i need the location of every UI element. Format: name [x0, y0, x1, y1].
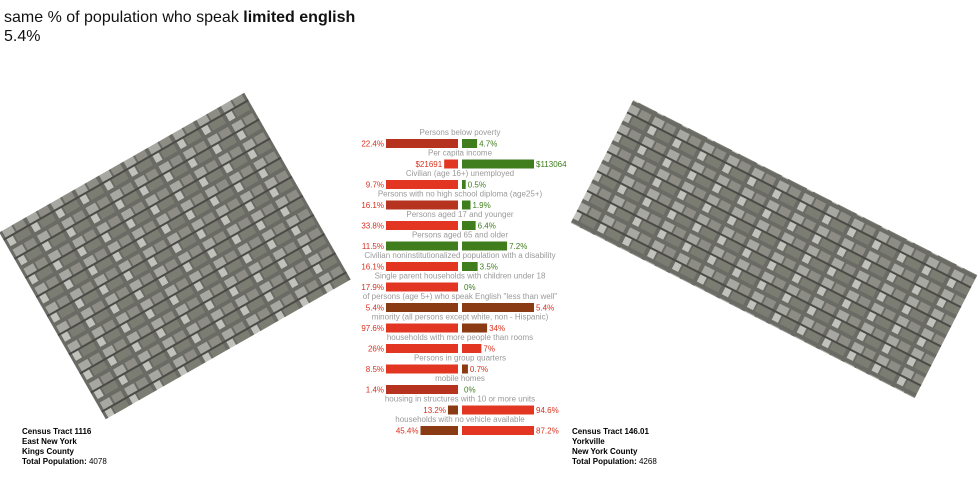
- bar-right: [462, 241, 508, 251]
- population: 4078: [88, 457, 107, 466]
- bar-right: [462, 344, 482, 353]
- bar-left: [447, 405, 458, 415]
- value-right: 4.7%: [479, 140, 497, 149]
- aerial-image-left: [0, 92, 351, 420]
- tract-name: Census Tract 1116: [22, 427, 92, 436]
- value-right: 0.7%: [470, 365, 488, 374]
- value-left: 9.7%: [366, 181, 384, 190]
- header: same % of population who speak limited e…: [4, 8, 355, 46]
- bar-right: [462, 200, 471, 210]
- bar-right: [462, 139, 478, 148]
- value-left: 45.4%: [396, 427, 419, 436]
- value-right: 0%: [464, 386, 476, 395]
- metric-label: Persons below poverty: [420, 128, 501, 137]
- value-right: 7%: [483, 345, 495, 354]
- tract-place: Yorkville: [572, 437, 605, 446]
- population-label: Total Population:: [22, 457, 87, 466]
- value-right: 7.2%: [509, 242, 527, 251]
- header-line: same % of population who speak limited e…: [4, 8, 355, 27]
- bar-right: [462, 303, 534, 312]
- value-left: 13.2%: [423, 406, 446, 415]
- bar-right: [462, 159, 534, 169]
- value-right: 6.4%: [478, 222, 496, 231]
- bar-left: [444, 159, 458, 169]
- bar-left: [386, 364, 458, 374]
- value-left: 11.5%: [362, 242, 384, 251]
- bar-right: [462, 364, 468, 374]
- value-right: 5.4%: [536, 304, 554, 313]
- value-right: 0%: [464, 283, 476, 292]
- metric-label: Civilian (age 16+) unemployed: [406, 169, 514, 178]
- bar-right: [462, 221, 476, 230]
- bar-right: [462, 405, 534, 415]
- metric-label: of persons (age 5+) who speak English "l…: [363, 292, 558, 301]
- value-left: 5.4%: [366, 304, 384, 313]
- value-left: $21691: [415, 160, 442, 169]
- tract-county: Kings County: [22, 447, 74, 456]
- value-right: 0.5%: [468, 181, 486, 190]
- population: 4268: [638, 457, 657, 466]
- bar-left: [386, 282, 458, 292]
- bar-left: [420, 426, 458, 435]
- bar-left: [386, 323, 458, 333]
- tract-place: East New York: [22, 437, 77, 446]
- metric-label: housing in structures with 10 or more un…: [385, 395, 535, 404]
- bar-left: [386, 139, 458, 148]
- metric-label: Persons with no high school diploma (age…: [378, 190, 543, 199]
- value-left: 26%: [368, 345, 384, 354]
- metric-label: minority (all persons except white, non …: [372, 313, 549, 322]
- metric-label: mobile homes: [435, 374, 485, 383]
- bar-right: [462, 323, 488, 333]
- bar-left: [386, 303, 458, 312]
- bar-right: [462, 262, 478, 271]
- value-left: 16.1%: [361, 201, 384, 210]
- metric-label: Persons in group quarters: [414, 354, 506, 363]
- bar-left: [386, 385, 458, 394]
- value-right: 1.9%: [472, 201, 490, 210]
- bar-right: [462, 426, 534, 435]
- aerial-image-right: [570, 99, 978, 399]
- header-prefix: same % of population who speak: [4, 9, 239, 26]
- bar-left: [386, 221, 458, 230]
- bar-right: [462, 180, 466, 189]
- metric-label: Civilian noninstitutionalized population…: [364, 251, 555, 260]
- value-right: 34%: [489, 324, 505, 333]
- bar-left: [386, 262, 458, 271]
- value-right: $113064: [536, 160, 567, 169]
- value-left: 97.6%: [361, 324, 384, 333]
- value-left: 1.4%: [366, 386, 384, 395]
- metric-label: Per capita income: [428, 149, 493, 158]
- value-right: 94.6%: [536, 406, 559, 415]
- value-right: 3.5%: [480, 263, 498, 272]
- value-right: 87.2%: [536, 427, 559, 436]
- metric-label: households with no vehicle available: [395, 415, 525, 424]
- left-caption: Census Tract 1116 East New York Kings Co…: [22, 427, 107, 467]
- header-emphasis: limited english: [243, 9, 356, 26]
- bar-left: [386, 241, 458, 251]
- population-label: Total Population:: [572, 457, 637, 466]
- value-left: 17.9%: [361, 283, 384, 292]
- value-left: 22.4%: [361, 140, 384, 149]
- metric-label: Single parent households with children u…: [375, 272, 546, 281]
- metric-label: Persons aged 17 and younger: [406, 210, 514, 219]
- comparison-chart: Persons below poverty 22.4% 4.7%Per capita…: [361, 128, 567, 436]
- value-left: 8.5%: [366, 365, 384, 374]
- header-value: 5.4%: [4, 28, 41, 45]
- tract-county: New York County: [572, 447, 638, 456]
- value-left: 33.8%: [361, 222, 384, 231]
- bar-left: [386, 200, 458, 210]
- bar-left: [386, 344, 458, 353]
- bar-left: [386, 180, 458, 189]
- tract-name: Census Tract 146.01: [572, 427, 649, 436]
- value-left: 16.1%: [361, 263, 384, 272]
- metric-label: households with more people than rooms: [387, 333, 533, 342]
- right-caption: Census Tract 146.01 Yorkville New York C…: [572, 427, 657, 467]
- metric-label: Persons aged 65 and older: [412, 231, 508, 240]
